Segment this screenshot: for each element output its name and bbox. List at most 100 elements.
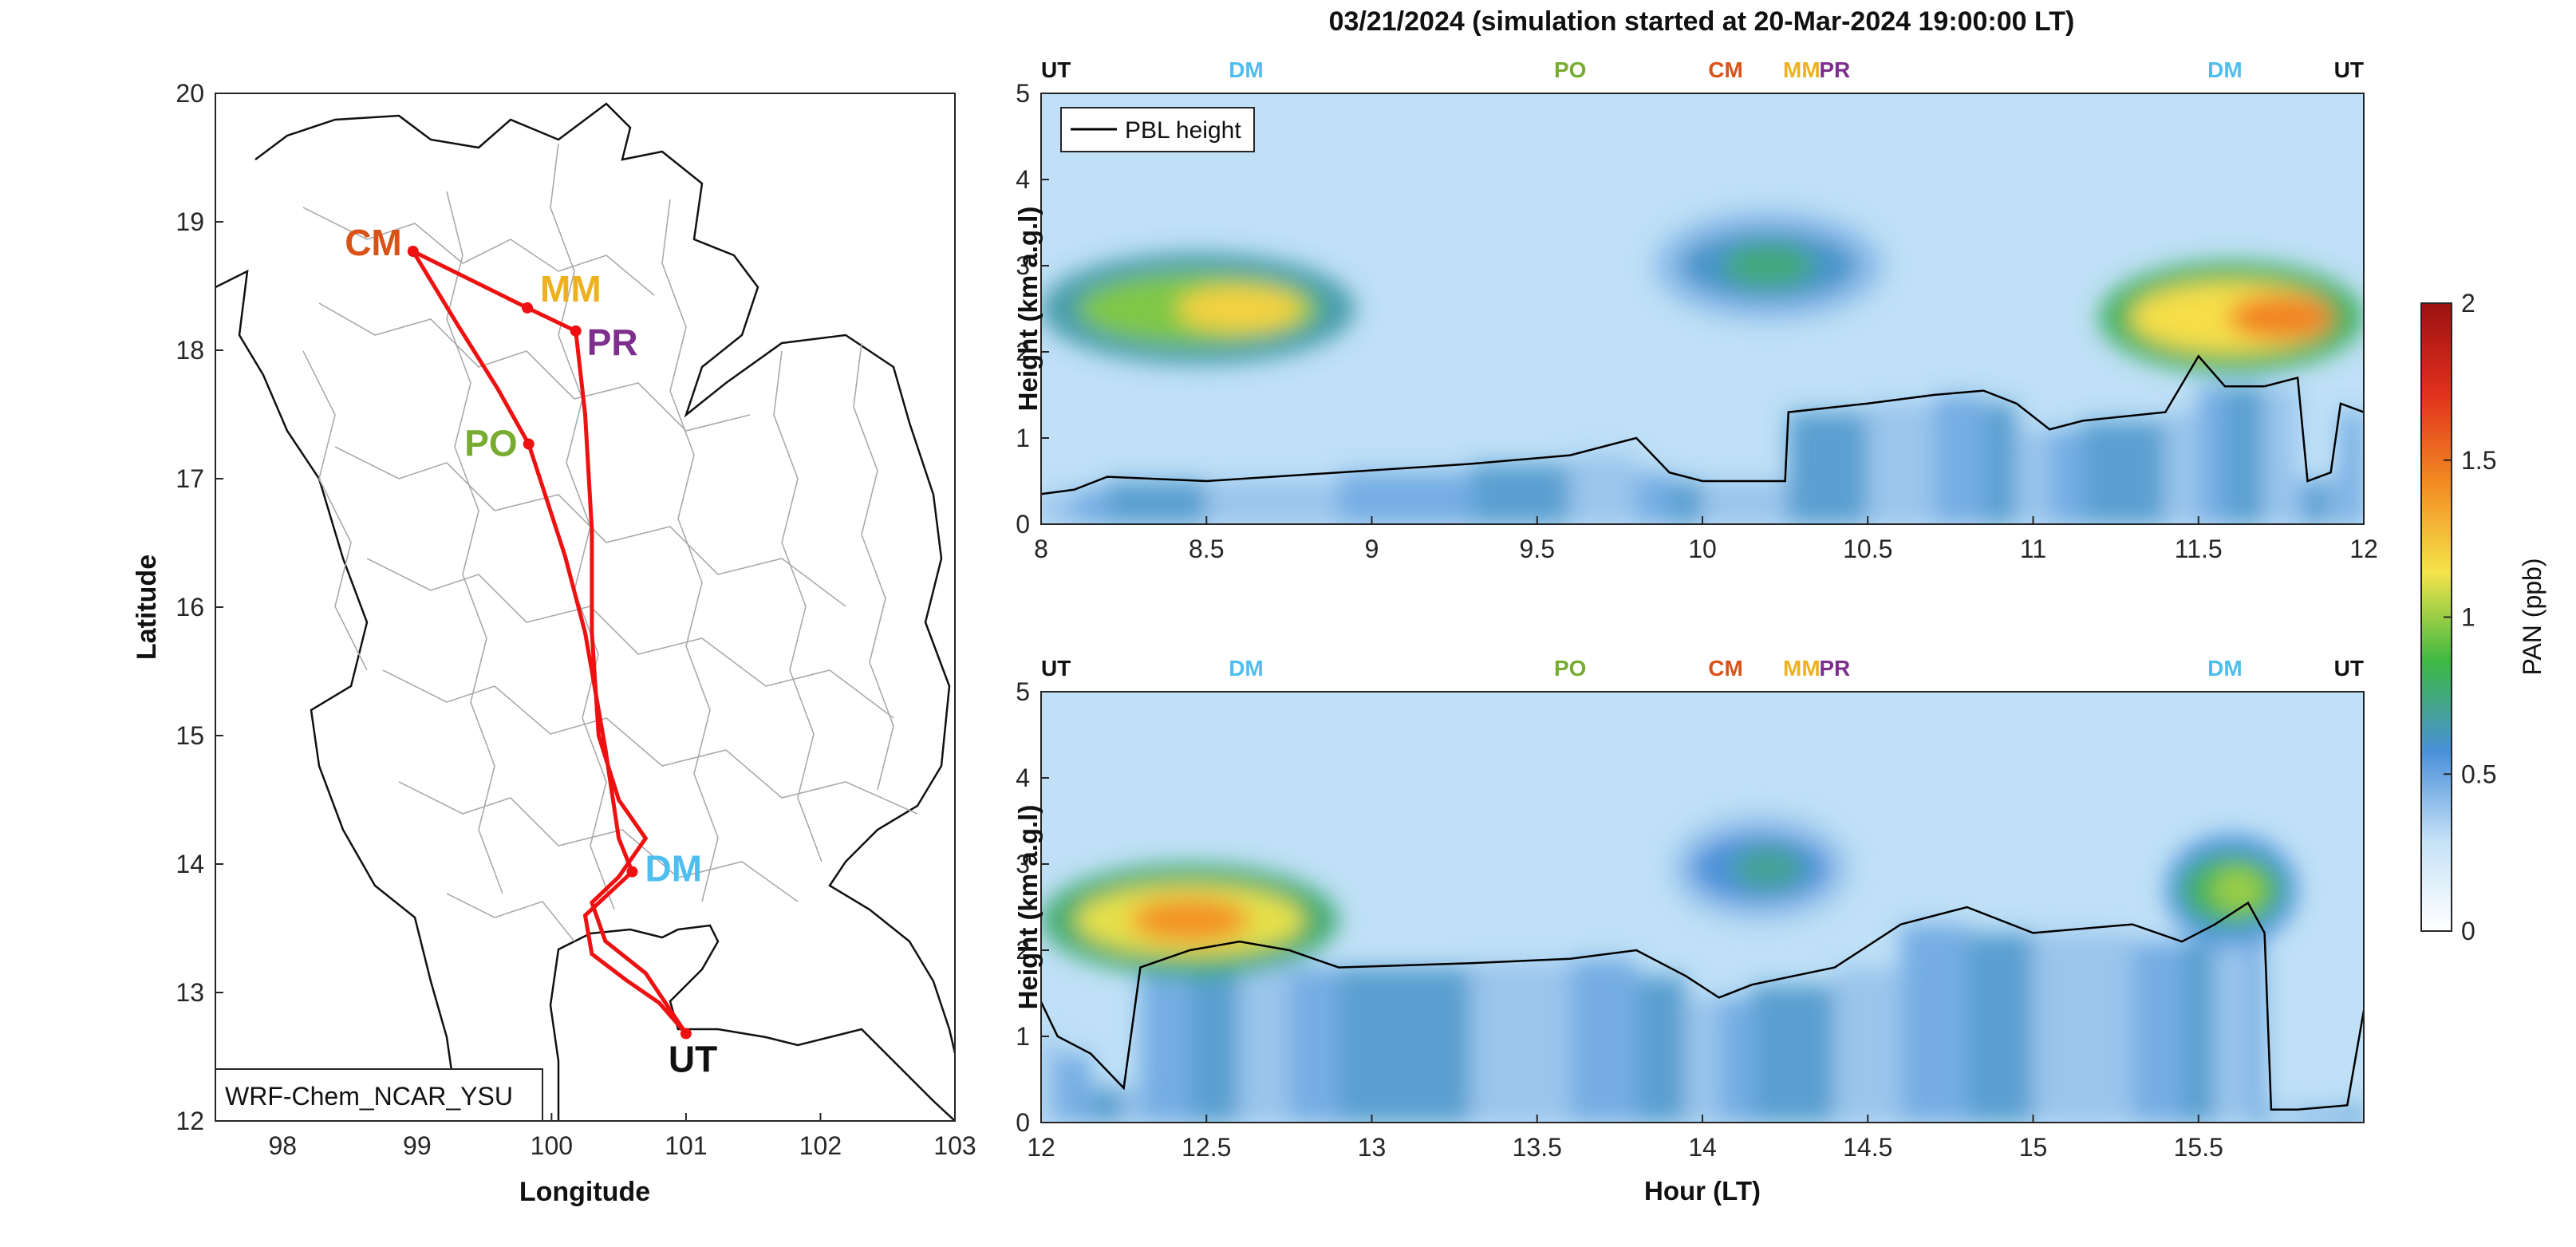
pbl-mixed-cell — [1091, 1087, 1124, 1123]
pbl-mixed-cell — [1074, 489, 1107, 524]
top-station-label-mm: MM — [1783, 57, 1821, 82]
curtain-ytick-label: 4 — [1016, 165, 1030, 194]
station-label-pr: PR — [587, 322, 638, 363]
curtain-ytick-label: 1 — [1016, 1022, 1030, 1051]
pbl-line-bottom — [1041, 901, 2364, 1111]
map-ytick-label: 17 — [176, 464, 204, 493]
curtain-ytick-label: 4 — [1016, 764, 1030, 792]
top-station-label-pr: PR — [1819, 656, 1850, 681]
curtain-xtick-label: 8 — [1034, 535, 1048, 563]
top-station-label-dm: DM — [2207, 656, 2243, 681]
pbl-legend: PBL height — [1060, 107, 1255, 152]
map-borders — [215, 102, 955, 1121]
pbl-mixed-cell — [2082, 420, 2166, 524]
pan-layer-core — [2228, 294, 2334, 340]
pbl-mixed-cell — [1570, 455, 1637, 524]
pbl-mixed-cell — [1123, 1087, 1141, 1123]
map-xtick-label: 103 — [933, 1131, 976, 1160]
curtain-xtick-label: 11 — [2020, 535, 2046, 563]
pbl-mixed-cell — [1868, 403, 1935, 524]
map-ytick-label: 19 — [176, 207, 204, 236]
curtain-xtick-label: 13.5 — [1513, 1133, 1562, 1162]
top-station-label-dm: DM — [1229, 656, 1264, 681]
curtain-xtick-label: 12 — [2349, 535, 2378, 563]
top-station-label-cm: CM — [1708, 656, 1743, 681]
pbl-line-top — [1041, 354, 2364, 495]
pan-layer-core — [1732, 846, 1805, 891]
pbl-mixed-cell — [2347, 1105, 2364, 1123]
top-station-label-po: PO — [1554, 656, 1586, 681]
top-station-label-pr: PR — [1819, 57, 1850, 82]
curtain-bottom-xlabel: Hour (LT) — [1644, 1176, 1761, 1206]
curtain-ytick-label: 0 — [1016, 510, 1030, 539]
map-xtick-label: 99 — [403, 1131, 432, 1160]
pbl-mixed-cell — [1288, 967, 1339, 1123]
station-label-cm: CM — [345, 222, 402, 263]
station-label-po: PO — [464, 423, 517, 464]
curtain-ytick-label: 3 — [1016, 251, 1030, 280]
station-label-dm: DM — [645, 848, 702, 890]
pbl-mixed-cell — [1041, 1036, 1058, 1123]
pbl-mixed-cell — [1041, 494, 1075, 524]
pbl-mixed-cell — [2298, 1109, 2348, 1123]
curtain-xtick-label: 9 — [1365, 535, 1379, 563]
top-station-label-ut: UT — [1041, 656, 1071, 681]
map-ticks: 98 99 100 101 102 103 12 13 14 15 16 17 18 19 20 — [176, 79, 976, 1160]
pbl-mixed-cell — [2264, 386, 2298, 524]
pbl-mixed-cell — [1470, 464, 1571, 524]
curtain-xtick-label: 12.5 — [1181, 1133, 1231, 1162]
station-marker-ut — [680, 1028, 692, 1040]
pbl-mixed-cell — [1570, 958, 1637, 1123]
station-marker-pr — [570, 325, 582, 337]
model-label: WRF-Chem_NCAR_YSU — [225, 1082, 513, 1111]
figure-title: 03/21/2024 (simulation started at 20-Mar… — [1329, 6, 2075, 37]
curtain-top-heatmap — [1041, 210, 2364, 524]
pbl-mixed-cell — [2215, 924, 2248, 1123]
top-station-label-ut: UT — [1041, 57, 1071, 82]
pbl-mixed-cell — [2340, 412, 2364, 524]
pbl-mixed-cell — [1752, 985, 1835, 1123]
pbl-mixed-cell — [1636, 472, 1670, 524]
map-ytick-label: 13 — [176, 978, 204, 1007]
pbl-mixed-cell — [1669, 481, 1702, 524]
pbl-mixed-cell — [1983, 403, 2017, 524]
map-ytick-label: 12 — [176, 1107, 204, 1135]
pbl-mixed-cell — [1140, 967, 1190, 1123]
pbl-mixed-cell — [2264, 1109, 2271, 1123]
curtain-bottom-ylabel: Height (km a.g.l) — [1013, 805, 1043, 1010]
curtain-ytick-label: 5 — [1016, 79, 1030, 108]
pbl-mixed-cell — [1636, 976, 1686, 1123]
pan-layer-core — [1722, 243, 1815, 288]
pbl-mixed-cell — [1470, 963, 1571, 1123]
colorbar-tick-label: 0.5 — [2461, 760, 2496, 788]
pbl-mixed-cell — [1834, 967, 1901, 1123]
curtain-xtick-label: 14 — [1688, 1133, 1717, 1162]
pbl-mixed-cell — [1785, 481, 1789, 524]
curtain-ytick-label: 5 — [1016, 677, 1030, 706]
curtain-ytick-label: 3 — [1016, 850, 1030, 878]
curtain-xtick-label: 15 — [2019, 1133, 2048, 1162]
curtain-ytick-label: 2 — [1016, 936, 1030, 965]
pbl-mixed-cell — [1718, 997, 1753, 1123]
pbl-mixed-cell — [2033, 933, 2132, 1123]
pbl-mixed-cell — [2247, 933, 2265, 1123]
map-ylabel: Latitude — [132, 554, 162, 660]
pbl-mixed-cell — [2270, 1109, 2298, 1123]
country-border-west — [215, 269, 460, 1121]
pbl-mixed-cell — [2307, 481, 2331, 524]
pbl-mixed-cell — [2330, 472, 2341, 524]
model-label-box — [215, 1068, 543, 1122]
station-marker-po — [523, 438, 535, 450]
station-marker-cm — [407, 246, 419, 258]
map-xtick-label: 102 — [799, 1131, 842, 1160]
pbl-mixed-cell — [2198, 386, 2225, 524]
pbl-mixed-cell — [2049, 429, 2083, 524]
map-xtick-label: 101 — [665, 1131, 707, 1160]
top-station-label-ut: UT — [2334, 57, 2364, 82]
pbl-mixed-cell — [1107, 481, 1207, 524]
curtain-ytick-label: 1 — [1016, 424, 1030, 452]
station-label-ut: UT — [669, 1039, 717, 1080]
